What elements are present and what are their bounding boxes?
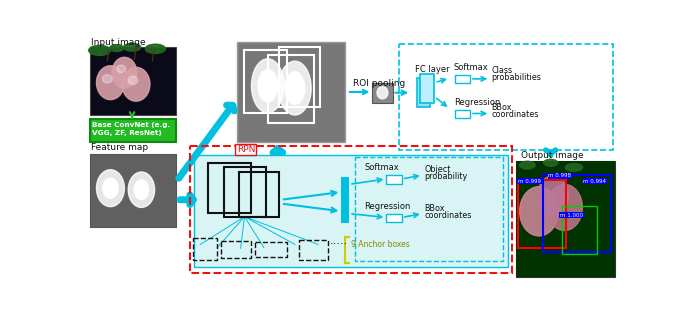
Text: Class: Class (492, 67, 513, 75)
Ellipse shape (103, 74, 112, 83)
Text: VGG, ZF, ResNet): VGG, ZF, ResNet) (92, 130, 162, 136)
Bar (516, 161, 615, 277)
Text: Input image: Input image (91, 38, 146, 47)
Bar (90, 153, 176, 227)
Ellipse shape (145, 44, 166, 54)
Text: probabilities: probabilities (492, 74, 542, 82)
Ellipse shape (89, 45, 110, 55)
Ellipse shape (103, 178, 118, 198)
Text: BBox: BBox (424, 204, 445, 213)
Bar (194, 155, 508, 267)
Bar (386, 175, 402, 184)
Ellipse shape (544, 159, 558, 166)
Bar (192, 238, 217, 260)
Bar (237, 42, 345, 142)
Bar (399, 44, 612, 151)
Bar (90, 47, 176, 115)
Bar (416, 78, 430, 107)
Bar (239, 172, 279, 217)
Text: m 1.000: m 1.000 (560, 213, 583, 218)
Text: probability: probability (424, 172, 468, 181)
Ellipse shape (110, 45, 123, 52)
Ellipse shape (547, 184, 582, 230)
Ellipse shape (279, 61, 311, 115)
Text: ROI pooling: ROI pooling (353, 79, 406, 88)
Ellipse shape (520, 187, 558, 236)
Ellipse shape (520, 161, 535, 169)
Bar (455, 110, 470, 118)
Text: .....: ..... (329, 236, 348, 246)
Text: Softmax: Softmax (364, 164, 399, 172)
Bar (190, 146, 512, 273)
Bar (562, 206, 597, 254)
Text: 9 Anchor boxes: 9 Anchor boxes (351, 241, 410, 249)
Text: Regression: Regression (364, 202, 411, 211)
Bar (255, 242, 287, 257)
Bar (386, 214, 402, 222)
Bar (223, 167, 266, 217)
Ellipse shape (285, 72, 305, 104)
Bar (421, 74, 434, 103)
Ellipse shape (377, 87, 388, 99)
Bar (341, 177, 349, 223)
Bar (268, 55, 314, 123)
Ellipse shape (565, 164, 582, 171)
Ellipse shape (134, 180, 149, 199)
Ellipse shape (251, 59, 284, 113)
Text: Feature map: Feature map (91, 143, 148, 152)
Bar (208, 163, 251, 213)
Ellipse shape (258, 70, 277, 102)
Bar (518, 180, 566, 248)
Bar (245, 49, 287, 113)
Text: BBox: BBox (492, 103, 512, 112)
Bar (90, 119, 176, 142)
Text: m 0.994: m 0.994 (583, 179, 606, 184)
Bar (516, 161, 615, 277)
Ellipse shape (122, 67, 150, 101)
Text: Softmax: Softmax (453, 63, 488, 72)
Bar (373, 83, 393, 103)
Text: m 0.998: m 0.998 (548, 173, 571, 178)
Bar (543, 175, 611, 252)
Ellipse shape (538, 176, 569, 216)
Ellipse shape (128, 172, 155, 207)
Text: Regression: Regression (453, 98, 500, 107)
Text: RPN: RPN (237, 145, 255, 154)
Bar (299, 240, 328, 260)
Text: Object: Object (424, 165, 451, 174)
Text: m 0.999: m 0.999 (518, 179, 541, 184)
Text: Base ConvNet (e.g.: Base ConvNet (e.g. (92, 122, 170, 128)
Ellipse shape (97, 170, 125, 207)
Bar (356, 157, 503, 261)
Ellipse shape (123, 43, 140, 51)
Ellipse shape (117, 65, 125, 73)
Bar (279, 47, 320, 107)
Bar (455, 75, 470, 83)
Text: FC layer: FC layer (415, 65, 449, 74)
Ellipse shape (128, 76, 138, 85)
Text: coordinates: coordinates (492, 110, 539, 119)
Text: coordinates: coordinates (424, 211, 472, 220)
Bar (221, 241, 251, 258)
Text: Output image: Output image (521, 151, 584, 160)
Ellipse shape (97, 66, 125, 100)
Ellipse shape (112, 57, 137, 88)
